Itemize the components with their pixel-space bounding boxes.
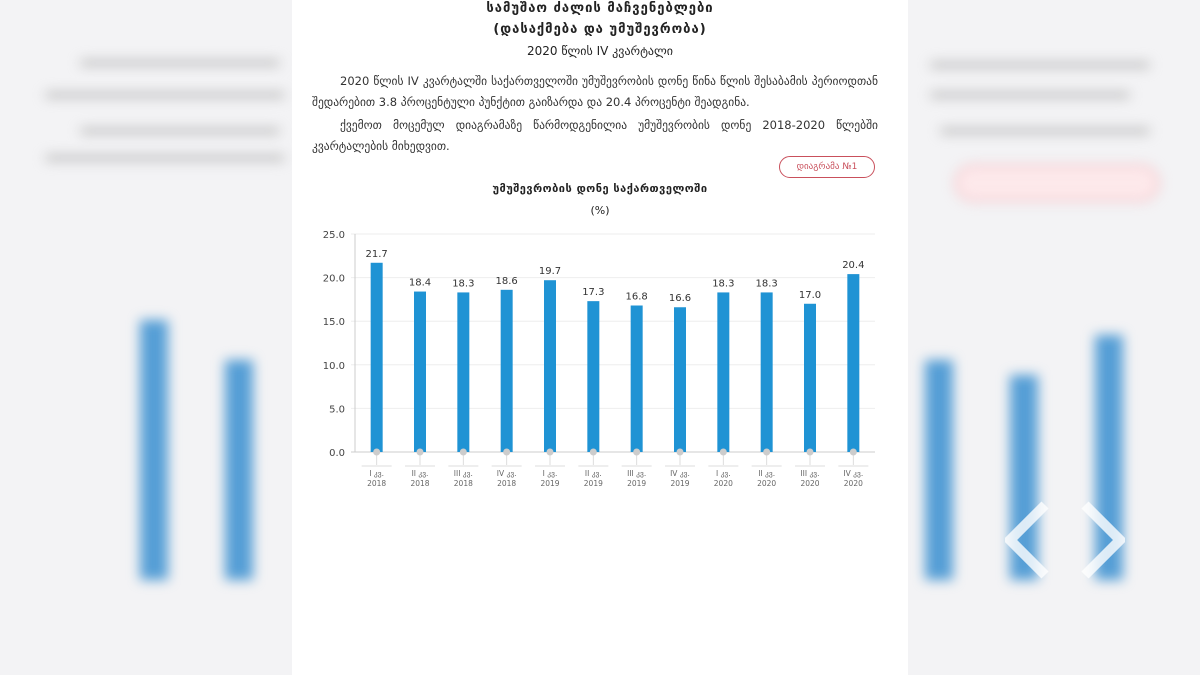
data-label: 21.7 (366, 249, 388, 260)
x-tick-label-year: 2019 (540, 479, 559, 488)
bar-marker (849, 448, 857, 456)
x-tick-label-quarter: III კვ. (454, 469, 473, 478)
chart-title: უმუშევრობის დონე საქართველოში (492, 182, 708, 195)
data-label: 17.3 (582, 287, 604, 298)
x-tick-label-quarter: II კვ. (412, 469, 429, 478)
bar-marker (676, 448, 684, 456)
bar-marker (589, 448, 597, 456)
data-label: 19.7 (539, 266, 561, 277)
data-label: 18.3 (452, 278, 474, 289)
x-tick-label-year: 2018 (410, 479, 429, 488)
x-tick-label-year: 2019 (670, 479, 689, 488)
data-label: 18.6 (496, 276, 518, 287)
bar (674, 307, 686, 452)
bar (717, 292, 730, 452)
x-tick-label-quarter: I კვ. (716, 469, 731, 478)
x-tick-label-quarter: III კვ. (627, 469, 646, 478)
bar (630, 305, 643, 452)
document-title: სამუშაო ძალის მაჩვენებლები (486, 1, 714, 16)
bar-marker (546, 448, 554, 456)
bar (587, 301, 600, 452)
data-label: 18.3 (756, 278, 778, 289)
document-period: 2020 წლის IV კვარტალი (526, 44, 674, 58)
bar (847, 274, 860, 452)
y-tick-label: 10.0 (323, 361, 345, 372)
x-tick-label-year: 2019 (584, 479, 603, 488)
document-subtitle: (დასაქმება და უმუშევრობა) (493, 22, 707, 37)
x-tick-label-quarter: II კვ. (585, 469, 602, 478)
y-tick-label: 15.0 (323, 317, 345, 328)
bar (414, 291, 426, 452)
document-page: სამუშაო ძალის მაჩვენებლები (დასაქმება და… (292, 0, 908, 675)
bar-marker (416, 448, 424, 456)
paragraph-1: 2020 წლის IV კვარტალში საქართველოში უმუშ… (312, 74, 878, 109)
bar-marker (719, 448, 727, 456)
data-label: 17.0 (799, 290, 821, 301)
diagram-1-button[interactable]: დიაგრამა №1 (779, 156, 875, 178)
bar (370, 262, 383, 452)
x-tick-label-quarter: II კვ. (758, 469, 775, 478)
data-label: 16.6 (669, 293, 691, 304)
paragraph-2: ქვემოთ მოცემულ დიაგრამაზე წარმოდგენილია … (312, 118, 878, 153)
y-tick-label: 25.0 (323, 230, 345, 241)
x-tick-label-quarter: III კვ. (800, 469, 819, 478)
chart-unit: (%) (590, 204, 610, 217)
x-tick-label-quarter: IV კვ. (497, 469, 517, 478)
x-tick-label-year: 2020 (844, 479, 863, 488)
y-tick-label: 5.0 (329, 404, 345, 415)
x-tick-label-quarter: IV კვ. (670, 469, 690, 478)
data-label: 20.4 (842, 260, 864, 271)
bar-marker (503, 448, 511, 456)
x-tick-label-year: 2018 (497, 479, 516, 488)
x-tick-label-year: 2020 (714, 479, 733, 488)
bar (760, 292, 773, 452)
x-tick-label-year: 2018 (367, 479, 386, 488)
data-label: 18.3 (712, 278, 734, 289)
x-tick-label-quarter: I კვ. (543, 469, 558, 478)
bar-marker (459, 448, 467, 456)
y-tick-label: 20.0 (323, 274, 345, 285)
bar-marker (806, 448, 814, 456)
unemployment-chart: 0.05.010.015.020.025.021.7I კვ.201818.4I… (323, 230, 875, 488)
video-logo-icon (1005, 501, 1125, 579)
bar (457, 292, 470, 452)
bar (500, 289, 513, 452)
bar-marker (373, 448, 381, 456)
x-tick-label-year: 2020 (800, 479, 819, 488)
bar-marker (763, 448, 771, 456)
x-tick-label-quarter: I კვ. (369, 469, 384, 478)
x-tick-label-year: 2020 (757, 479, 776, 488)
bar (804, 303, 816, 452)
x-tick-label-year: 2019 (627, 479, 646, 488)
bar-marker (633, 448, 641, 456)
x-tick-label-quarter: IV კვ. (843, 469, 863, 478)
y-tick-label: 0.0 (329, 448, 345, 459)
data-label: 16.8 (626, 292, 648, 303)
data-label: 18.4 (409, 278, 431, 289)
x-tick-label-year: 2018 (454, 479, 473, 488)
bar (544, 280, 556, 452)
